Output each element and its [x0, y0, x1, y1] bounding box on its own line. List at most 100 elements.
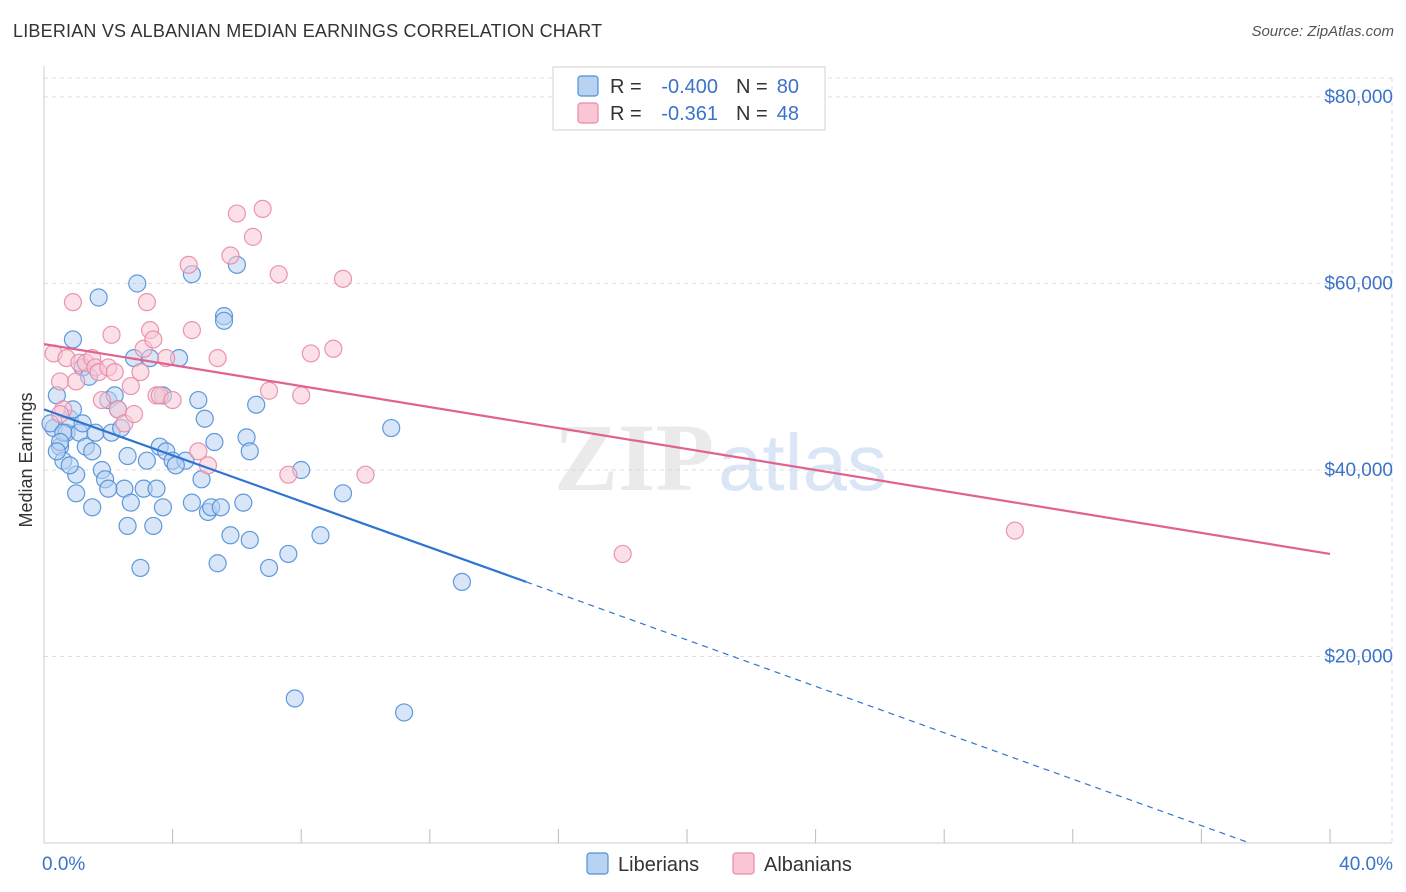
- liberian-point: [394, 703, 414, 722]
- stats-legend: R = -0.400 N = 80 R = -0.361 N = 48: [552, 66, 826, 131]
- liberian-point: [83, 442, 102, 461]
- albanian-point: [182, 321, 201, 340]
- trend-lines: [43, 343, 1331, 844]
- albanian-point: [179, 255, 198, 274]
- albanian-point: [356, 465, 375, 484]
- liberian-point: [128, 274, 147, 293]
- albanian-point: [144, 330, 163, 349]
- stats-legend-swatch-albanians: [577, 102, 599, 124]
- albanian-point: [92, 390, 111, 410]
- liberian-point: [137, 451, 156, 470]
- liberian-point: [118, 516, 137, 536]
- liberian-point: [99, 479, 118, 498]
- liberian-point: [247, 395, 266, 414]
- albanian-point: [324, 339, 343, 358]
- stats-n-label: N =: [736, 103, 768, 125]
- albanian-point: [50, 372, 70, 391]
- legend-label-liberians[interactable]: Liberians: [618, 854, 699, 876]
- albanian-point: [63, 293, 83, 312]
- y-tick-label: $60,000: [1324, 274, 1393, 295]
- liberian-point: [452, 572, 472, 592]
- liberian-point: [118, 446, 137, 466]
- albanian-point: [333, 269, 353, 288]
- liberian-point: [208, 554, 227, 573]
- liberian-point: [67, 484, 86, 503]
- stats-n-label: N =: [736, 76, 768, 98]
- albanian-point: [253, 199, 272, 218]
- albanian-trend-line: [43, 343, 1331, 556]
- albanian-point: [301, 344, 320, 363]
- liberian-point: [144, 516, 163, 536]
- albanian-point: [1005, 521, 1025, 540]
- liberian-point: [221, 526, 240, 545]
- liberian-point: [382, 418, 401, 438]
- liberian-point: [333, 484, 353, 503]
- y-tick-labels: $20,000 $40,000 $60,000 $80,000: [1324, 87, 1393, 668]
- liberian-point: [205, 432, 224, 452]
- albanian-point: [67, 372, 86, 391]
- stats-r-value: -0.361: [661, 103, 718, 125]
- liberian-trend-line: [43, 408, 527, 583]
- liberian-point: [234, 493, 253, 512]
- x-tick-label-max: 40.0%: [1339, 854, 1393, 875]
- albanian-point: [221, 246, 240, 265]
- albanian-point: [259, 381, 279, 400]
- albanian-point: [102, 325, 121, 344]
- source-label: Source: ZipAtlas.com: [1251, 23, 1394, 40]
- albanian-point: [121, 376, 140, 396]
- albanian-point: [279, 465, 298, 484]
- albanian-point: [613, 544, 632, 564]
- legend-swatch-liberians[interactable]: [586, 852, 609, 875]
- y-axis-label: Median Earnings: [16, 392, 36, 527]
- liberian-point: [279, 544, 298, 564]
- albanian-point: [227, 204, 246, 223]
- chart-title: LIBERIAN VS ALBANIAN MEDIAN EARNINGS COR…: [13, 21, 603, 41]
- liberian-point: [63, 330, 83, 349]
- stats-n-value: 80: [777, 76, 799, 98]
- liberian-point: [285, 689, 304, 708]
- y-tick-label: $80,000: [1324, 87, 1393, 108]
- liberian-point: [131, 558, 150, 578]
- liberian-point: [195, 409, 214, 428]
- liberian-point: [311, 526, 330, 545]
- albanian-point: [105, 362, 124, 382]
- albanian-point: [243, 227, 263, 246]
- liberian-point: [240, 442, 259, 461]
- axes: [43, 66, 1392, 844]
- y-tick-label: $40,000: [1324, 460, 1393, 481]
- liberian-trend-extension: [526, 581, 1250, 844]
- liberian-point: [189, 390, 208, 410]
- legend-swatch-albanians[interactable]: [732, 852, 755, 875]
- albanian-point: [131, 362, 150, 382]
- watermark-zip: ZIP: [554, 404, 714, 511]
- albanian-point: [163, 390, 182, 410]
- stats-r-label: R =: [610, 103, 642, 125]
- liberian-point: [259, 558, 279, 578]
- liberian-point: [47, 442, 66, 461]
- liberian-point: [60, 456, 79, 475]
- albanian-point: [292, 386, 311, 405]
- liberian-point: [147, 479, 166, 498]
- stats-n-value: 48: [777, 103, 799, 125]
- series-legend: Liberians Albanians: [586, 852, 852, 876]
- albanian-point: [208, 349, 227, 368]
- legend-label-albanians[interactable]: Albanians: [764, 854, 852, 876]
- liberian-point: [121, 493, 140, 512]
- watermark-atlas: atlas: [718, 418, 887, 507]
- zipatlas-watermark: ZIP atlas: [554, 404, 887, 511]
- liberian-point: [182, 493, 201, 512]
- albanian-point: [137, 293, 156, 312]
- albanian-point: [269, 265, 288, 284]
- liberian-point: [211, 498, 230, 517]
- stats-legend-swatch-liberians: [577, 75, 599, 97]
- albanian-point: [189, 442, 208, 461]
- liberian-point: [83, 498, 102, 517]
- stats-r-value: -0.400: [661, 76, 718, 98]
- liberian-point: [240, 530, 259, 550]
- liberian-point: [89, 288, 108, 307]
- data-points: [41, 199, 1025, 722]
- liberian-point: [214, 311, 234, 330]
- stats-r-label: R =: [610, 76, 642, 98]
- albanian-point: [124, 404, 144, 424]
